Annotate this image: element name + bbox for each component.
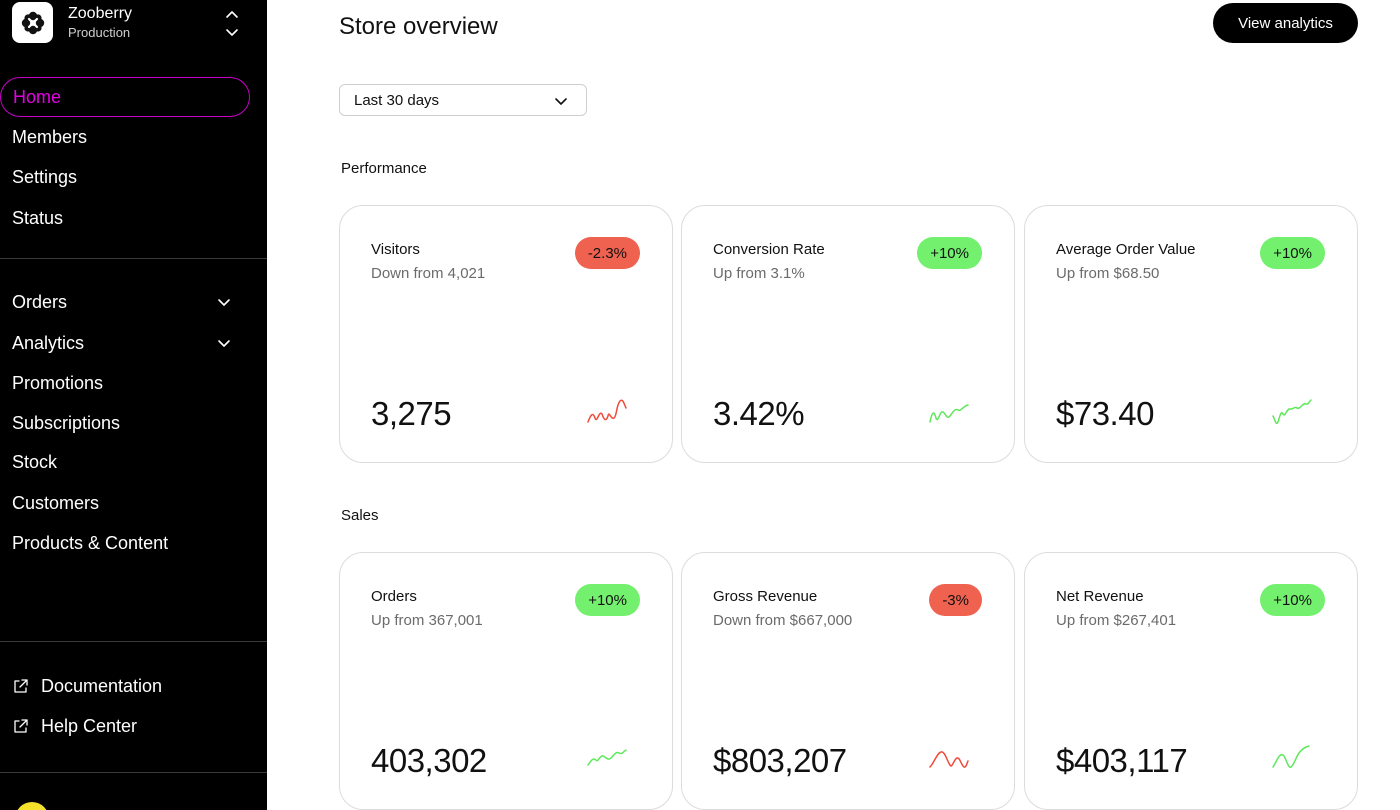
nav-item-label: Customers	[12, 492, 100, 513]
nav-item-subscriptions[interactable]: Subscriptions	[0, 403, 250, 443]
metric-card-visitors[interactable]: Visitors Down from 4,021 -2.3% 3,275	[339, 205, 673, 463]
nav-item-orders[interactable]: Orders	[0, 282, 250, 322]
nav-item-label: Home	[13, 86, 62, 107]
nav-item-customers[interactable]: Customers	[0, 483, 250, 523]
nav-item-label: Products & Content	[12, 532, 169, 553]
card-subtitle: Down from 4,021	[371, 265, 486, 282]
store-switcher[interactable]: Zooberry Production	[12, 2, 244, 46]
nav-item-label: Orders	[12, 291, 68, 312]
nav-item-home[interactable]: Home	[0, 77, 250, 117]
metric-card-orders[interactable]: Orders Up from 367,001 +10% 403,302	[339, 552, 673, 810]
nav-link-label: Help Center	[41, 715, 138, 736]
chevron-down-icon	[218, 299, 230, 306]
nav-item-settings[interactable]: Settings	[0, 157, 250, 197]
nav-item-label: Analytics	[12, 332, 85, 353]
nav-divider	[0, 641, 267, 642]
nav-item-members[interactable]: Members	[0, 117, 250, 157]
card-title: Orders	[371, 588, 417, 605]
card-value: 403,302	[371, 742, 487, 779]
external-link-icon	[14, 718, 28, 733]
sidebar: Zooberry Production Home Members Setting…	[0, 0, 267, 810]
change-badge: -2.3%	[574, 237, 640, 269]
sparkline-down-icon	[587, 399, 627, 423]
nav-item-label: Settings	[12, 166, 78, 187]
change-badge: -3%	[929, 584, 982, 616]
nav-link-help-center[interactable]: Help Center	[0, 706, 250, 746]
nav-item-stock[interactable]: Stock	[0, 442, 250, 482]
change-badge: +10%	[1260, 584, 1325, 616]
card-subtitle: Down from $667,000	[713, 612, 853, 629]
nav-item-analytics[interactable]: Analytics	[0, 323, 250, 363]
page-title: Store overview	[339, 13, 498, 40]
chevron-down-icon	[555, 98, 567, 105]
view-analytics-button[interactable]: View analytics	[1213, 3, 1358, 43]
date-range-value: Last 30 days	[354, 91, 440, 109]
nav-item-products-content[interactable]: Products & Content	[0, 523, 250, 563]
nav-item-label: Members	[12, 126, 88, 147]
metric-card-net-revenue[interactable]: Net Revenue Up from $267,401 +10% $403,1…	[1024, 552, 1358, 810]
sparkline-up-icon	[929, 404, 969, 423]
nav-divider	[0, 258, 267, 259]
external-link-icon	[14, 678, 28, 693]
card-subtitle: Up from 367,001	[371, 612, 483, 629]
card-title: Net Revenue	[1056, 588, 1144, 605]
card-value: 3,275	[371, 395, 452, 432]
chevron-down-icon	[218, 340, 230, 347]
card-title: Average Order Value	[1056, 241, 1196, 258]
card-value: $73.40	[1056, 395, 1154, 432]
change-badge: +10%	[917, 237, 982, 269]
card-value: 3.42%	[713, 395, 805, 432]
card-title: Gross Revenue	[713, 588, 818, 605]
store-logo	[12, 2, 53, 43]
nav-link-label: Documentation	[41, 675, 163, 696]
change-badge: +10%	[1260, 237, 1325, 269]
card-title: Conversion Rate	[713, 241, 825, 258]
sparkline-down-icon	[929, 751, 969, 768]
nav-item-label: Subscriptions	[12, 412, 121, 433]
nav-divider	[0, 772, 267, 773]
flower-logo-icon	[21, 11, 44, 34]
card-subtitle: Up from 3.1%	[713, 265, 805, 282]
sparkline-up-icon	[1272, 399, 1312, 425]
sparkline-up-icon	[587, 749, 627, 766]
store-environment: Production	[68, 25, 131, 40]
metric-card-average-order-value[interactable]: Average Order Value Up from $68.50 +10% …	[1024, 205, 1358, 463]
card-subtitle: Up from $267,401	[1056, 612, 1177, 629]
metric-card-gross-revenue[interactable]: Gross Revenue Down from $667,000 -3% $80…	[681, 552, 1015, 810]
nav-link-documentation[interactable]: Documentation	[0, 666, 250, 706]
date-range-select[interactable]: Last 30 days	[339, 84, 587, 116]
nav-item-label: Status	[12, 207, 64, 228]
card-subtitle: Up from $68.50	[1056, 265, 1160, 282]
card-title: Visitors	[371, 241, 420, 258]
store-name: Zooberry	[68, 5, 133, 22]
avatar[interactable]	[15, 802, 49, 810]
nav-item-label: Promotions	[12, 372, 104, 393]
nav-item-label: Stock	[12, 451, 58, 472]
card-value: $403,117	[1056, 742, 1188, 779]
change-badge: +10%	[575, 584, 640, 616]
metric-card-conversion-rate[interactable]: Conversion Rate Up from 3.1% +10% 3.42%	[681, 205, 1015, 463]
section-label-sales: Sales	[341, 507, 379, 524]
sparkline-up-icon	[1272, 745, 1310, 768]
chevron-up-down-icon	[226, 11, 238, 36]
card-value: $803,207	[713, 742, 847, 779]
nav-item-promotions[interactable]: Promotions	[0, 363, 250, 403]
nav-item-status[interactable]: Status	[0, 198, 250, 238]
section-label-performance: Performance	[341, 160, 427, 177]
